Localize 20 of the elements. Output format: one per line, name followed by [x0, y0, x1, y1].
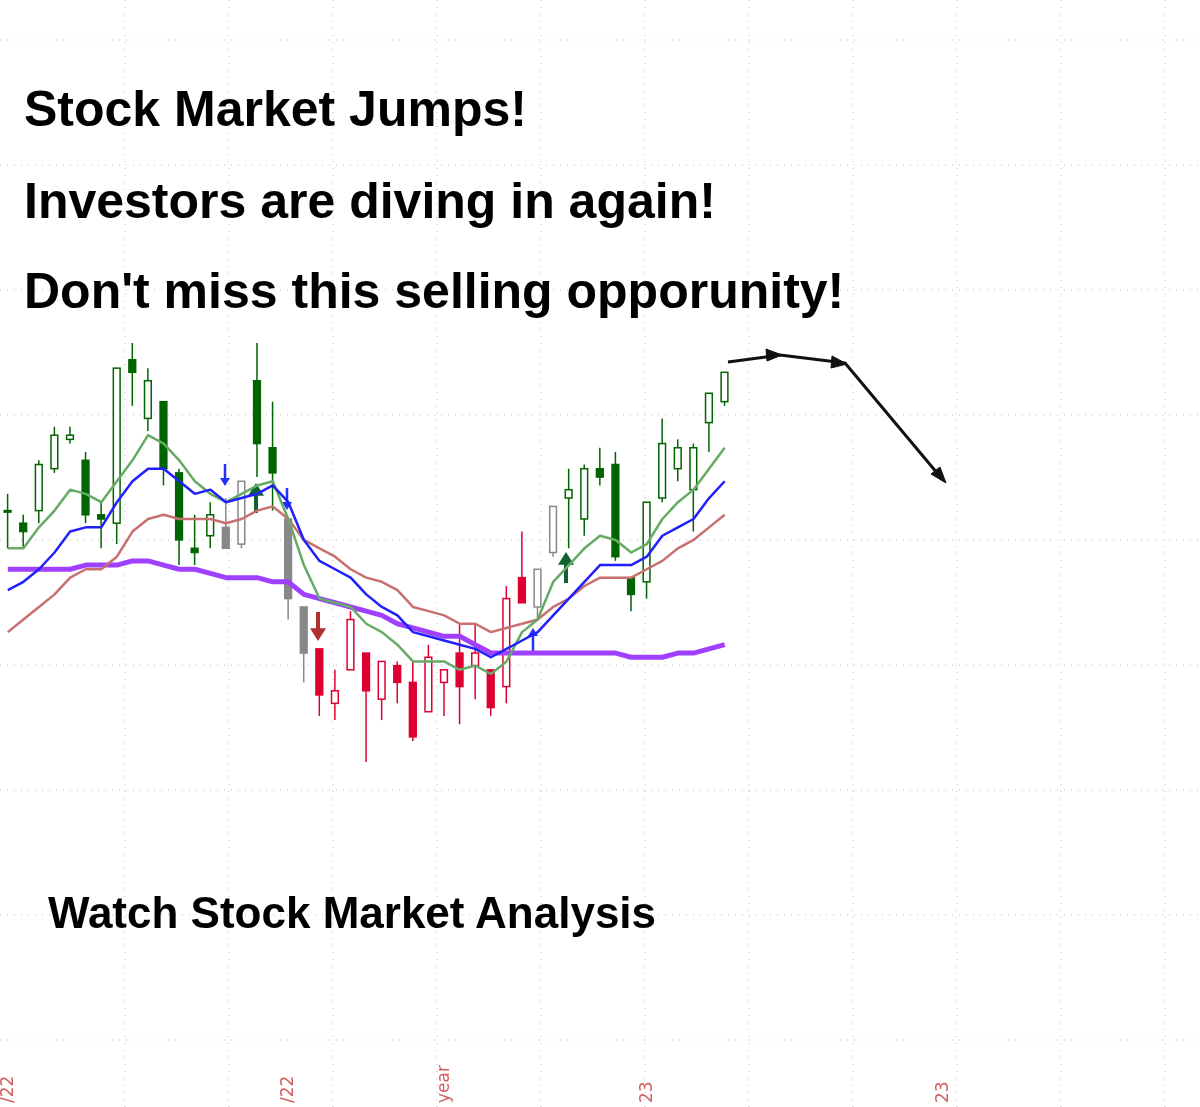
candlestick	[393, 660, 402, 705]
x-tick-label: /22	[0, 1075, 17, 1103]
candlestick	[97, 501, 106, 550]
candlestick	[564, 467, 573, 550]
candlestick	[19, 514, 28, 550]
candlestick	[221, 497, 230, 550]
candlestick	[128, 343, 137, 407]
candlestick	[439, 669, 449, 717]
candlestick	[595, 447, 604, 487]
x-tick-label: year	[433, 1065, 454, 1103]
text: Watch Stock Market Analysis	[48, 888, 657, 938]
candlestick	[330, 669, 340, 721]
chart-title: Stock Market Jumps!	[24, 80, 527, 138]
candlestick	[673, 438, 682, 483]
x-tick-label: 23	[635, 1081, 656, 1103]
text: Don't miss this selling opporunity!	[24, 262, 845, 320]
x-tick-label: 23	[931, 1081, 952, 1103]
text: Investors are diving in again!	[24, 172, 716, 230]
candlestick	[3, 493, 12, 550]
x-tick-label: /22	[277, 1075, 298, 1103]
